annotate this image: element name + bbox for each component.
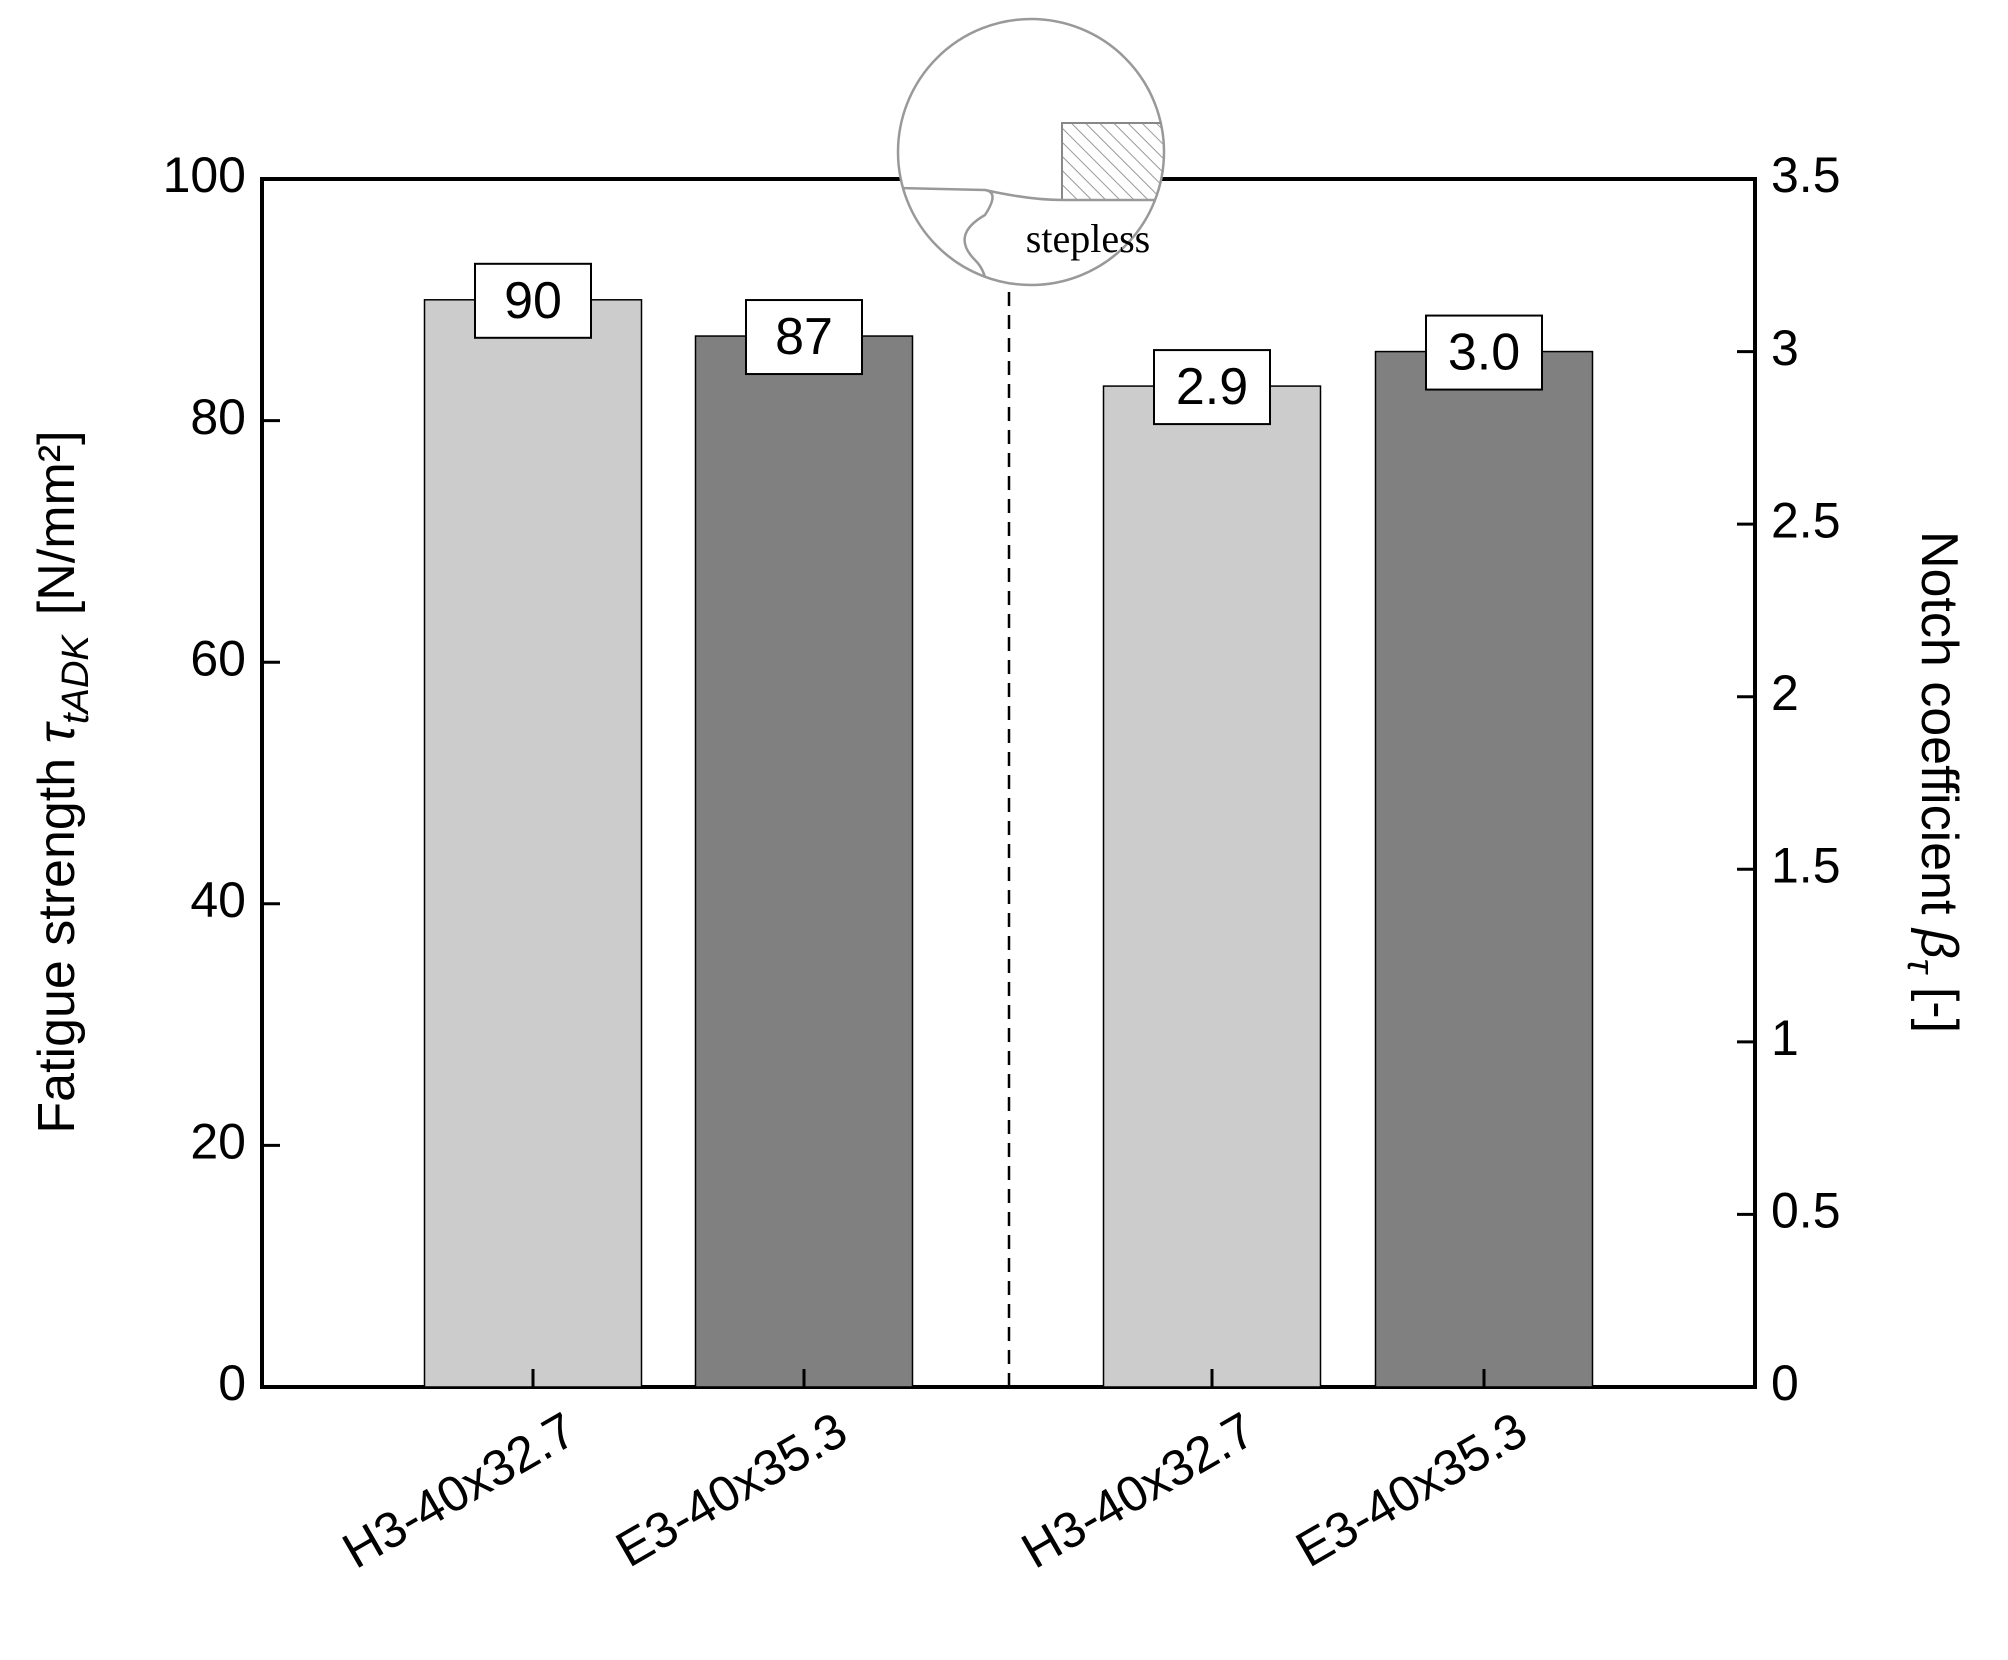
bar — [1374, 350, 1594, 1388]
y2-label-symbol: β — [1910, 927, 1968, 959]
value-label-box — [1153, 349, 1271, 426]
value-label: 2.9 — [1176, 358, 1248, 416]
x-tick-label: H3-40x32.7 — [333, 1401, 585, 1579]
marks: 90 87 2.9 3.0 — [423, 262, 1594, 1388]
value-label: 3.0 — [1448, 324, 1520, 382]
y-tick-label: 40 — [190, 872, 246, 928]
value-label: 87 — [775, 308, 833, 366]
bar — [423, 299, 643, 1388]
y-tick-label: 60 — [190, 630, 246, 686]
y2-tick-label: 1 — [1771, 1010, 1799, 1066]
y-tick-label: 80 — [190, 389, 246, 445]
value-label: 90 — [504, 272, 562, 330]
y-label-sub: tADK — [55, 634, 97, 724]
annotation: stepless — [1026, 216, 1150, 261]
y2-tick-label: 3.5 — [1771, 147, 1841, 203]
value-label-box — [745, 299, 863, 376]
y2-tick-label: 2.5 — [1771, 492, 1841, 548]
value-label-box — [474, 262, 592, 339]
y2-label-unit: [-] — [1910, 987, 1968, 1033]
y-axis-label: Fatigue strength τtADK [N/mm²] — [28, 430, 97, 1133]
x-tick-label: E3-40x35.3 — [1287, 1401, 1536, 1577]
y2-tick-label: 1.5 — [1771, 837, 1841, 893]
y-label-unit: [N/mm²] — [28, 430, 86, 615]
y-tick-label: 100 — [163, 147, 246, 203]
y-tick-label: 20 — [190, 1114, 246, 1170]
y-label-text: Fatigue strength — [28, 758, 86, 1134]
y-tick-label: 0 — [218, 1355, 246, 1411]
y2-axis-label: Notch coefficient βτ [-] — [1899, 531, 1968, 1033]
inset: stepless — [896, 17, 1166, 287]
y2-tick-label: 0.5 — [1771, 1183, 1841, 1239]
x-tick-label: H3-40x32.7 — [1012, 1401, 1264, 1579]
inset-hatch — [1061, 122, 1164, 201]
inset-contour — [898, 186, 1164, 285]
y2-label-text: Notch coefficient — [1910, 531, 1968, 915]
y2-label-sub: τ — [1899, 959, 1941, 976]
y2-tick-label: 2 — [1771, 665, 1799, 721]
y2-tick-label: 3 — [1771, 320, 1799, 376]
y2-tick-label: 0 — [1771, 1355, 1799, 1411]
bar — [1102, 385, 1322, 1388]
value-label-box — [1425, 314, 1543, 391]
bar — [694, 335, 914, 1388]
y-label-symbol: τ — [28, 720, 86, 743]
x-tick-label: E3-40x35.3 — [607, 1401, 856, 1577]
